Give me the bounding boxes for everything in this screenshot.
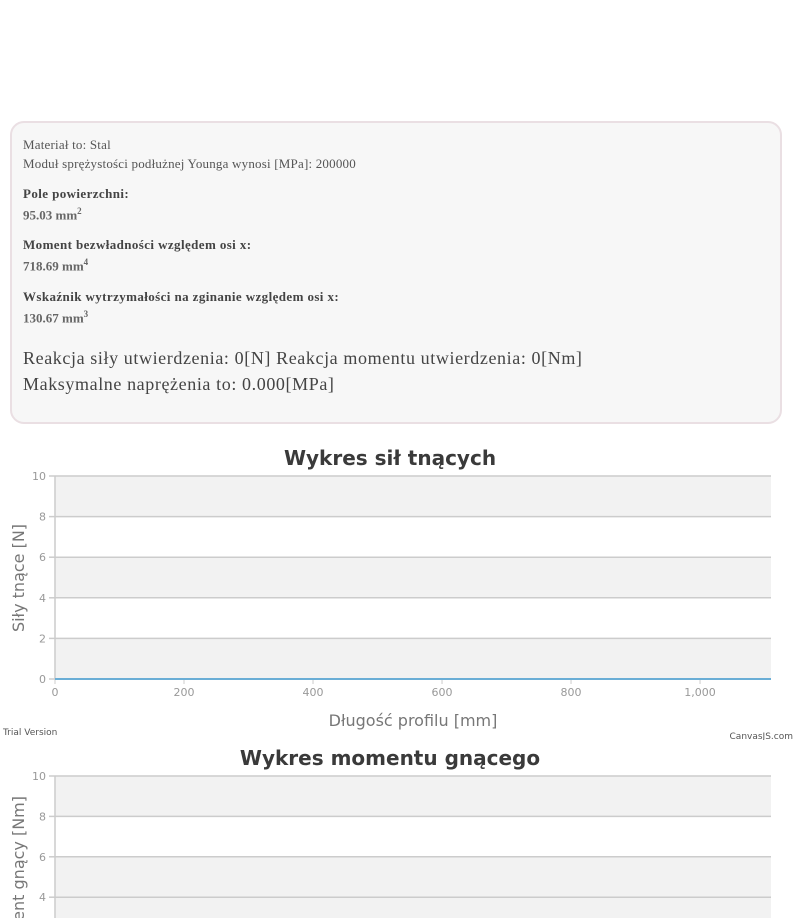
x-tick-label: 600 [432,686,453,699]
canvasjs-credit: CanvasJS.com [730,732,793,740]
y-tick-label: 8 [39,810,46,823]
modulus-text: Moduł sprężystości podłużnej Younga wyno… [23,156,356,171]
y-axis-label: Siły tnące [N] [9,524,28,632]
inertia-unit-exponent: 4 [83,257,89,268]
y-tick-label: 0 [39,673,46,686]
x-tick-label: 200 [174,686,195,699]
area-block: Pole powierzchni: 95.03 mm2 [23,185,769,224]
x-tick-label: 1,000 [684,686,716,699]
y-tick-label: 6 [39,551,46,564]
area-label: Pole powierzchni: [23,186,130,201]
inertia-block: Moment bezwładności względem osi x: 718.… [23,236,769,275]
grid-band [55,897,771,918]
x-tick-label: 0 [52,686,59,699]
grid-band [55,776,771,817]
y-tick-label: 6 [39,851,46,864]
area-unit-exponent: 2 [77,206,82,216]
shear-force-chart: Wykres sił tnących 0 2 4 6 8 10 Siły tnące [N] 0… [2,446,793,740]
y-tick-label: 4 [39,592,46,605]
chart-title: Wykres momentu gnącego [240,746,540,770]
y-tick-label: 10 [32,770,46,783]
x-tick-label: 800 [561,686,582,699]
grid-band [55,856,771,898]
reactions-text: Reakcja siły utwierdzenia: 0[N] Reakcja … [23,347,583,368]
bending-moment-chart: Wykres momentu gnącego 4 6 8 10 Moment gnący … [9,746,771,918]
y-axis-label: Moment gnący [Nm] [9,796,28,918]
beam-properties-panel: Materiał to: Stal Moduł sprężystości pod… [10,121,782,424]
section-modulus-value: 130.67 mm [23,309,84,325]
area-value-row: 95.03 mm2 [23,202,769,224]
trial-version-watermark: Trial Version [2,728,57,738]
grid-band [55,638,771,679]
section-modulus-block: Wskaźnik wytrzymałości na zginanie wzglę… [23,288,769,327]
inertia-value-row: 718.69 mm4 [23,253,769,275]
grid-band [55,557,771,598]
x-axis-label: Długość profilu [mm] [329,711,498,730]
section-modulus-value-row: 130.67 mm3 [23,305,769,327]
grid-band [55,476,771,517]
x-tick-label: 400 [303,686,324,699]
section-modulus-unit-exponent: 3 [83,308,89,319]
y-tick-label: 8 [39,511,46,524]
section-modulus-label: Wskaźnik wytrzymałości na zginanie wzglę… [23,288,340,304]
chart-title: Wykres sił tnących [284,446,496,470]
y-tick-label: 4 [39,891,46,904]
inertia-label: Moment bezwładności względem osi x: [23,237,252,253]
material-text: Materiał to: Stal [23,137,111,152]
y-tick-label: 2 [39,632,46,645]
area-value: 95.03 mm [23,207,78,223]
inertia-value: 718.69 mm [23,258,84,274]
y-tick-label: 10 [32,470,46,483]
max-stress-text: Maksymalne naprężenia to: 0.000[MPa] [23,373,335,394]
